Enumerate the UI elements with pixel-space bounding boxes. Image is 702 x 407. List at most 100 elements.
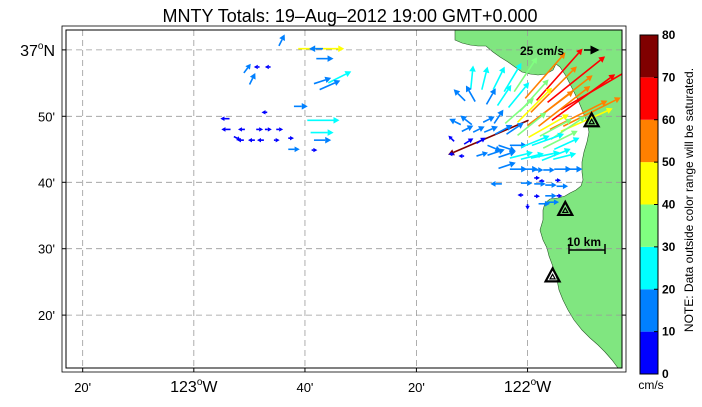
vector-head — [279, 127, 284, 132]
y-tick-label-2: 40' — [38, 175, 55, 190]
colorbar-tick-label-8: 80 — [662, 28, 676, 42]
x-tick-label-2: 40' — [296, 380, 313, 395]
current-vector — [264, 64, 271, 70]
current-vector — [481, 66, 490, 90]
current-vector — [517, 112, 547, 137]
current-vector — [535, 48, 583, 101]
current-vector — [553, 137, 580, 151]
vector-head — [562, 183, 569, 190]
vector-shaft — [524, 56, 563, 99]
current-vector — [256, 127, 264, 132]
vector-head — [313, 147, 318, 153]
vector-head — [449, 118, 456, 125]
grid-lines — [66, 30, 622, 368]
vector-head — [327, 129, 334, 136]
station-inner-triangle-2 — [549, 273, 557, 280]
vector-head — [253, 64, 258, 70]
vector-shaft — [463, 140, 470, 145]
current-vector — [493, 109, 504, 124]
vector-head — [324, 76, 332, 83]
vector-shaft — [278, 39, 283, 47]
vector-head — [505, 84, 512, 92]
current-vector — [538, 200, 551, 207]
colorbar-tick-label-1: 10 — [662, 325, 676, 339]
current-vector — [539, 118, 573, 137]
vector-shaft — [538, 89, 587, 127]
vector-shaft — [453, 119, 529, 154]
current-vectors — [220, 34, 622, 210]
current-vector — [243, 63, 251, 74]
vector-head — [489, 88, 496, 96]
vector-shaft — [319, 82, 336, 91]
current-vector — [460, 115, 473, 126]
vector-head — [535, 194, 540, 199]
plot-area — [66, 30, 622, 368]
current-vector — [221, 127, 231, 132]
current-vector — [541, 148, 571, 162]
current-vector — [248, 72, 256, 85]
vector-head — [460, 115, 468, 122]
current-vector — [530, 66, 577, 113]
vector-shaft — [513, 61, 535, 93]
colorbar-segment-1 — [640, 289, 658, 332]
current-vector — [465, 85, 476, 102]
vector-shaft — [547, 59, 601, 103]
vector-shaft — [233, 135, 238, 139]
vector-head — [517, 192, 522, 198]
current-vector — [556, 183, 569, 190]
vector-head — [344, 71, 352, 78]
current-vector — [516, 87, 553, 123]
current-vector — [525, 204, 530, 210]
current-vector — [509, 150, 533, 159]
vector-head — [585, 75, 593, 82]
colorbar-segment-4 — [640, 162, 658, 205]
vector-shaft — [464, 118, 473, 126]
colorbar-segment-6 — [640, 77, 658, 120]
plot-frame — [65, 29, 623, 369]
current-vector — [534, 194, 540, 199]
vector-head — [553, 199, 560, 206]
vector-head — [249, 72, 256, 80]
vector-head — [561, 114, 569, 121]
vector-shaft — [472, 128, 480, 133]
vector-shaft — [498, 152, 511, 159]
vector-shaft — [327, 73, 347, 84]
current-vector — [498, 161, 516, 170]
vector-head — [448, 135, 453, 140]
vector-shaft — [520, 154, 539, 161]
vector-shaft — [562, 99, 616, 127]
current-vector — [490, 181, 502, 187]
plot-outer-frame — [61, 25, 627, 373]
vector-shaft — [507, 86, 527, 109]
station-triangle-0 — [582, 110, 601, 128]
current-vector — [448, 135, 455, 142]
vector-head — [535, 175, 540, 181]
vector-head — [290, 135, 295, 141]
current-vector — [534, 181, 546, 187]
vector-head — [542, 79, 549, 86]
hf-radar-stations — [543, 110, 601, 283]
vector-shaft — [549, 102, 603, 131]
current-vector — [506, 122, 524, 135]
y-tick-label-0: 37oN — [20, 41, 55, 60]
vector-head — [525, 205, 530, 210]
vector-head — [294, 146, 300, 153]
vector-shaft — [243, 67, 249, 74]
chart-title: MNTY Totals: 19–Aug–2012 19:00 GMT+0.000 — [162, 6, 537, 26]
vector-head — [478, 126, 485, 132]
vector-head — [237, 127, 242, 132]
vector-shaft — [553, 139, 575, 151]
vector-head — [531, 57, 538, 64]
vector-head — [245, 63, 251, 70]
vector-head — [558, 193, 563, 199]
current-vector — [288, 146, 300, 153]
vector-head — [576, 165, 583, 173]
vector-shaft — [481, 72, 487, 90]
vector-head — [549, 167, 555, 173]
current-vector — [520, 180, 533, 186]
station-inner-triangle-0 — [588, 118, 596, 125]
vector-head — [505, 124, 513, 131]
current-vector — [543, 167, 555, 173]
vector-head — [467, 138, 474, 144]
vector-shaft — [539, 121, 568, 137]
